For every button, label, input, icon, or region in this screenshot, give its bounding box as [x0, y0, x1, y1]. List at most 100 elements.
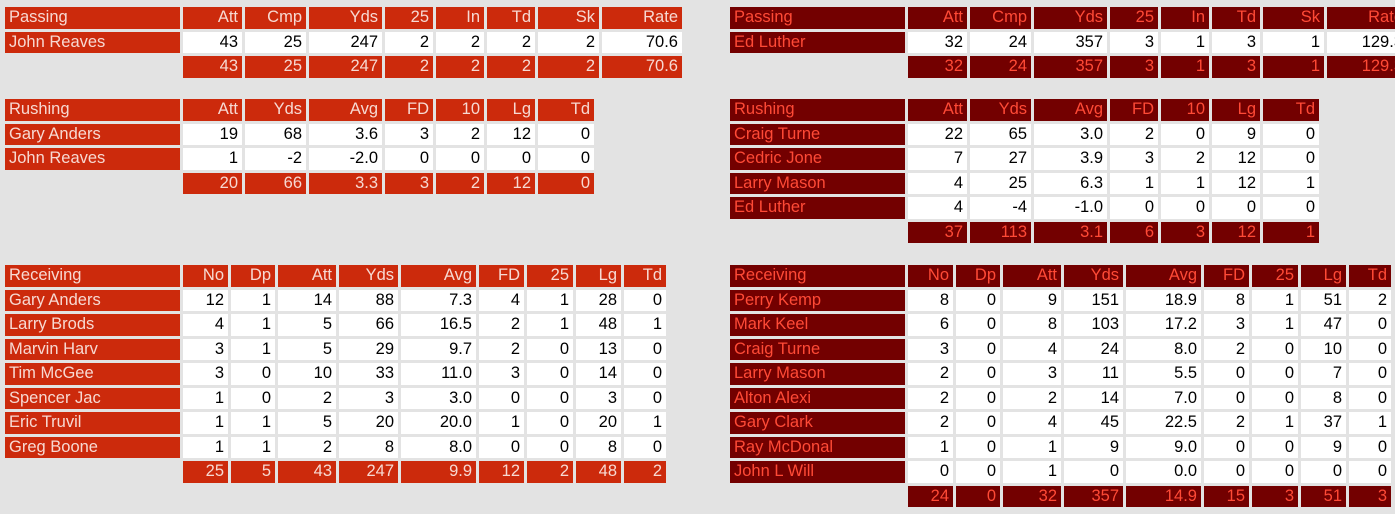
player-name: Tim McGee — [5, 363, 180, 385]
stat-cell: 0 — [1252, 338, 1298, 360]
col-header: FD — [1110, 99, 1158, 121]
stat-cell: 3 — [385, 123, 433, 145]
total-cell: 51 — [1301, 485, 1346, 507]
total-cell: 3 — [385, 172, 433, 194]
stat-cell: 4 — [183, 314, 228, 336]
col-header: Avg — [1126, 265, 1201, 287]
stat-cell: 88 — [339, 289, 398, 311]
stat-cell: 2 — [436, 31, 484, 53]
stat-cell: 4 — [1003, 338, 1061, 360]
stat-cell: 1 — [1252, 412, 1298, 434]
player-name: Marvin Harv — [5, 338, 180, 360]
table-row: Larry Mason 2 0 3 11 5.5 0 0 7 0 — [730, 363, 1391, 385]
total-cell: 2 — [436, 56, 484, 78]
stat-cell: 6.3 — [1034, 172, 1107, 194]
stat-cell: 22 — [908, 123, 967, 145]
stat-cell: 2 — [1003, 387, 1061, 409]
total-cell: 43 — [278, 461, 336, 483]
stat-cell: 47 — [1301, 314, 1346, 336]
total-cell: 3 — [1252, 485, 1298, 507]
table-row: Ed Luther 4 -4 -1.0 0 0 0 0 — [730, 197, 1319, 219]
away-receiving-table: Receiving No Dp Att Yds Avg FD 25 Lg Td … — [727, 262, 1394, 510]
stat-cell: 1 — [527, 289, 573, 311]
stat-cell: 0 — [624, 289, 666, 311]
stat-cell: 8.0 — [1126, 338, 1201, 360]
stat-cell: 3 — [183, 338, 228, 360]
stat-cell: 2 — [1204, 412, 1249, 434]
stat-cell: 2 — [436, 123, 484, 145]
stat-cell: 103 — [1064, 314, 1123, 336]
stat-cell: 5 — [278, 314, 336, 336]
stat-cell: 151 — [1064, 289, 1123, 311]
stat-cell: 20 — [576, 412, 621, 434]
stat-cell: 19 — [183, 123, 242, 145]
stat-cell: 0 — [527, 363, 573, 385]
stat-cell: -2 — [245, 148, 306, 170]
passing-header-row: Passing Att Cmp Yds 25 In Td Sk Rate — [730, 7, 1395, 29]
section-title: Rushing — [730, 99, 905, 121]
stat-cell: 0 — [956, 461, 1000, 483]
total-cell: 37 — [908, 221, 967, 243]
table-row: Eric Truvil 1 1 5 20 20.0 1 0 20 1 — [5, 412, 666, 434]
stat-cell: 0 — [1161, 123, 1209, 145]
stat-cell: 1 — [479, 412, 524, 434]
stat-cell: 2 — [479, 314, 524, 336]
stat-cell: 8 — [1204, 289, 1249, 311]
stat-cell: 3.6 — [309, 123, 382, 145]
stat-cell: 0 — [1064, 461, 1123, 483]
stat-cell: 14 — [1064, 387, 1123, 409]
player-name: Ed Luther — [730, 31, 905, 53]
passing-header-row: Passing Att Cmp Yds 25 In Td Sk Rate — [5, 7, 682, 29]
stat-cell: 9 — [1003, 289, 1061, 311]
total-cell: 66 — [245, 172, 306, 194]
total-row: 43 25 247 2 2 2 2 70.6 — [5, 56, 682, 78]
stat-cell: 1 — [1263, 31, 1324, 53]
stat-cell: 0 — [1349, 338, 1391, 360]
total-label — [730, 222, 905, 244]
col-header: Att — [183, 99, 242, 121]
table-row: Greg Boone 1 1 2 8 8.0 0 0 8 0 — [5, 436, 666, 458]
stat-cell: 2 — [1110, 123, 1158, 145]
total-cell: 43 — [183, 56, 242, 78]
total-row: 20 66 3.3 3 2 12 0 — [5, 172, 594, 194]
total-cell: 2 — [527, 461, 573, 483]
stat-cell: 3.0 — [401, 387, 476, 409]
total-label — [5, 56, 180, 78]
player-name: Craig Turne — [730, 123, 905, 145]
table-row: Alton Alexi 2 0 2 14 7.0 0 0 8 0 — [730, 387, 1391, 409]
stat-cell: 7 — [908, 148, 967, 170]
player-name: Gary Clark — [730, 412, 905, 434]
table-row: Craig Turne 22 65 3.0 2 0 9 0 — [730, 123, 1319, 145]
stat-cell: 3 — [1110, 148, 1158, 170]
col-header: 25 — [1252, 265, 1298, 287]
stat-cell: 0 — [1204, 436, 1249, 458]
stat-cell: 51 — [1301, 289, 1346, 311]
stat-cell: 0 — [956, 289, 1000, 311]
stat-cell: 3 — [183, 363, 228, 385]
stat-cell: 1 — [231, 289, 275, 311]
total-cell: 32 — [1003, 485, 1061, 507]
table-row: John Reaves 43 25 247 2 2 2 2 70.6 — [5, 31, 682, 53]
stat-cell: 0 — [624, 387, 666, 409]
total-row: 32 24 357 3 1 3 1 129.3 — [730, 56, 1395, 78]
player-name: Perry Kemp — [730, 289, 905, 311]
stat-cell: 1 — [1003, 461, 1061, 483]
stat-cell: 2 — [1349, 289, 1391, 311]
stat-cell: 1 — [1161, 172, 1209, 194]
stat-cell: 1 — [908, 436, 953, 458]
stat-cell: 3 — [908, 338, 953, 360]
stat-cell: 16.5 — [401, 314, 476, 336]
stat-cell: 20 — [339, 412, 398, 434]
stat-cell: 12 — [183, 289, 228, 311]
table-row: Perry Kemp 8 0 9 151 18.9 8 1 51 2 — [730, 289, 1391, 311]
table-row: John Reaves 1 -2 -2.0 0 0 0 0 — [5, 148, 594, 170]
col-header: Avg — [401, 265, 476, 287]
col-header: Td — [538, 99, 594, 121]
stat-cell: 0 — [527, 412, 573, 434]
stat-cell: 0 — [1252, 387, 1298, 409]
stat-cell: 5 — [278, 412, 336, 434]
total-cell: 357 — [1064, 485, 1123, 507]
home-rushing-table: Rushing Att Yds Avg FD 10 Lg Td Gary And… — [2, 96, 597, 197]
receiving-header-row: Receiving No Dp Att Yds Avg FD 25 Lg Td — [5, 265, 666, 287]
col-header: In — [1161, 7, 1209, 29]
